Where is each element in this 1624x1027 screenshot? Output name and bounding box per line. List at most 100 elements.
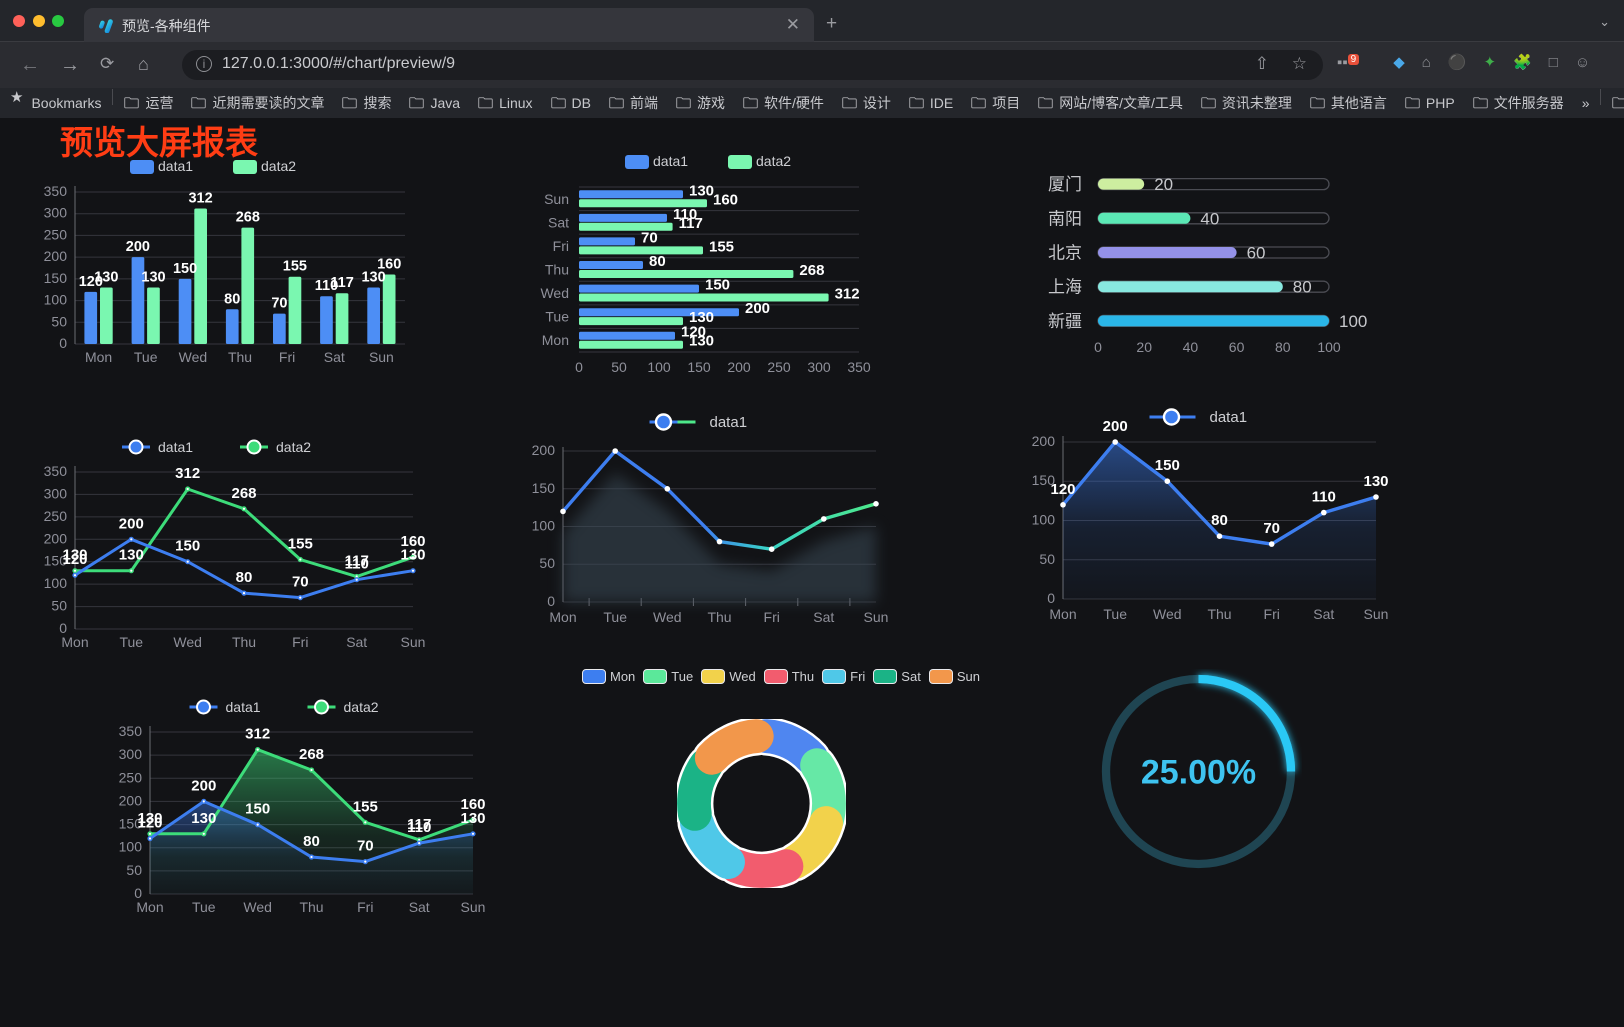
- svg-text:155: 155: [353, 798, 378, 815]
- svg-text:80: 80: [1293, 278, 1312, 297]
- svg-text:Mon: Mon: [61, 634, 88, 650]
- svg-text:Sun: Sun: [864, 609, 889, 625]
- svg-text:Tue: Tue: [545, 309, 569, 325]
- svg-text:data1: data1: [226, 699, 261, 715]
- svg-text:200: 200: [745, 300, 770, 317]
- svg-text:350: 350: [847, 359, 871, 375]
- svg-text:130: 130: [689, 182, 714, 199]
- svg-text:200: 200: [1103, 418, 1128, 435]
- svg-text:新疆: 新疆: [1048, 312, 1082, 331]
- svg-text:350: 350: [119, 723, 143, 739]
- svg-text:Wed: Wed: [179, 349, 208, 365]
- svg-text:268: 268: [299, 746, 324, 763]
- svg-text:155: 155: [283, 259, 307, 275]
- svg-text:20: 20: [1154, 175, 1173, 194]
- svg-text:Tue: Tue: [134, 349, 158, 365]
- svg-text:100: 100: [1317, 339, 1341, 355]
- svg-text:350: 350: [44, 463, 68, 479]
- svg-text:Sat: Sat: [324, 349, 345, 365]
- svg-text:150: 150: [44, 270, 68, 286]
- svg-text:70: 70: [292, 574, 309, 591]
- svg-text:上海: 上海: [1048, 278, 1082, 297]
- svg-text:300: 300: [44, 205, 68, 221]
- svg-text:250: 250: [767, 359, 791, 375]
- svg-text:Thu: Thu: [1207, 606, 1231, 622]
- svg-text:312: 312: [835, 286, 860, 303]
- svg-text:50: 50: [611, 359, 627, 375]
- svg-text:北京: 北京: [1048, 244, 1082, 263]
- svg-text:Sat: Sat: [1313, 606, 1334, 622]
- svg-text:130: 130: [94, 270, 118, 286]
- svg-text:130: 130: [191, 810, 216, 827]
- svg-text:150: 150: [705, 277, 730, 294]
- svg-text:Sat: Sat: [346, 634, 367, 650]
- svg-text:Sat: Sat: [813, 609, 834, 625]
- svg-text:0: 0: [547, 593, 555, 609]
- svg-text:Fri: Fri: [279, 349, 295, 365]
- svg-text:117: 117: [345, 553, 369, 570]
- svg-text:70: 70: [1263, 520, 1280, 537]
- svg-text:80: 80: [224, 291, 240, 307]
- svg-text:Sun: Sun: [369, 349, 394, 365]
- svg-text:100: 100: [532, 518, 556, 534]
- svg-text:Wed: Wed: [1153, 606, 1182, 622]
- svg-text:117: 117: [679, 215, 703, 232]
- svg-text:130: 130: [62, 547, 87, 564]
- svg-text:Wed: Wed: [653, 609, 682, 625]
- svg-text:50: 50: [1039, 551, 1055, 567]
- svg-text:200: 200: [44, 530, 68, 546]
- svg-text:100: 100: [647, 359, 671, 375]
- svg-text:100: 100: [119, 839, 143, 855]
- svg-text:120: 120: [1050, 481, 1075, 498]
- svg-text:50: 50: [51, 598, 67, 614]
- svg-text:80: 80: [649, 253, 666, 270]
- svg-text:Wed: Wed: [173, 634, 202, 650]
- svg-text:0: 0: [59, 335, 67, 351]
- svg-text:200: 200: [532, 442, 556, 458]
- svg-text:70: 70: [357, 838, 374, 855]
- svg-text:312: 312: [245, 726, 270, 743]
- svg-text:Thu: Thu: [228, 349, 252, 365]
- svg-text:100: 100: [44, 292, 68, 308]
- svg-text:130: 130: [1363, 473, 1388, 490]
- svg-text:100: 100: [1032, 512, 1056, 528]
- svg-text:Fri: Fri: [553, 238, 569, 254]
- svg-text:268: 268: [236, 210, 260, 226]
- svg-text:150: 150: [245, 801, 270, 818]
- svg-text:Sun: Sun: [461, 899, 485, 915]
- svg-text:Fri: Fri: [764, 609, 780, 625]
- svg-text:268: 268: [231, 485, 256, 502]
- svg-text:130: 130: [689, 333, 714, 350]
- svg-text:80: 80: [1275, 339, 1291, 355]
- svg-text:data2: data2: [261, 158, 296, 174]
- svg-text:Wed: Wed: [243, 899, 272, 915]
- svg-text:Tue: Tue: [603, 609, 627, 625]
- svg-text:155: 155: [288, 536, 313, 553]
- svg-text:Thu: Thu: [232, 634, 256, 650]
- svg-text:312: 312: [188, 191, 212, 207]
- svg-text:160: 160: [460, 796, 485, 813]
- svg-text:130: 130: [141, 270, 165, 286]
- svg-text:Tue: Tue: [119, 634, 143, 650]
- svg-text:160: 160: [713, 191, 738, 208]
- svg-text:50: 50: [539, 555, 555, 571]
- svg-text:250: 250: [44, 226, 68, 242]
- svg-text:Mon: Mon: [542, 332, 569, 348]
- svg-text:40: 40: [1183, 339, 1199, 355]
- svg-text:200: 200: [1032, 433, 1056, 449]
- svg-text:25.00%: 25.00%: [1141, 754, 1256, 792]
- svg-text:60: 60: [1247, 244, 1266, 263]
- svg-text:Sun: Sun: [544, 191, 569, 207]
- svg-text:0: 0: [575, 359, 583, 375]
- svg-text:250: 250: [44, 508, 68, 524]
- svg-text:Sat: Sat: [548, 214, 569, 230]
- svg-text:117: 117: [407, 816, 431, 833]
- svg-text:300: 300: [119, 746, 143, 762]
- svg-text:250: 250: [119, 769, 143, 785]
- svg-text:200: 200: [191, 777, 216, 794]
- svg-text:160: 160: [377, 257, 401, 273]
- svg-text:Mon: Mon: [136, 899, 163, 915]
- svg-text:data1: data1: [158, 158, 193, 174]
- svg-text:155: 155: [709, 238, 734, 255]
- svg-text:117: 117: [330, 275, 353, 291]
